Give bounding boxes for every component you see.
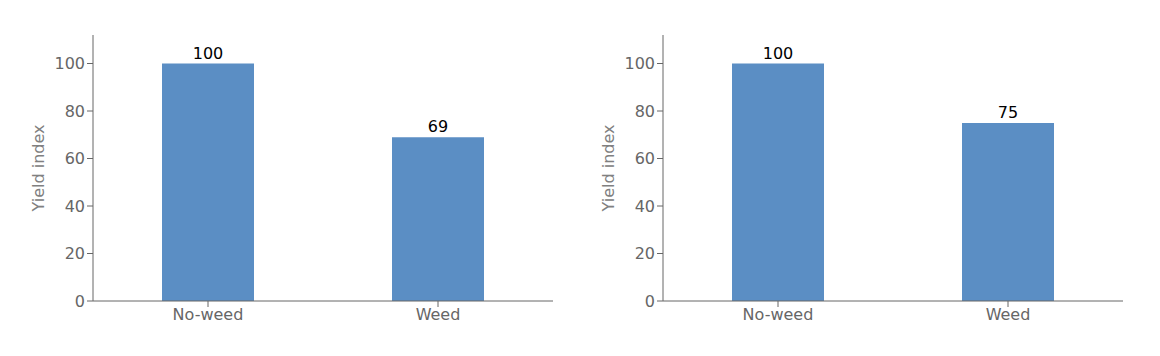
svg-text:60: 60 (65, 149, 85, 168)
svg-text:0: 0 (75, 292, 85, 311)
svg-text:No-weed: No-weed (743, 305, 814, 324)
svg-text:Yield index: Yield index (29, 125, 48, 213)
svg-text:Yield index: Yield index (599, 125, 618, 213)
svg-text:40: 40 (635, 197, 655, 216)
svg-text:75: 75 (998, 103, 1018, 122)
svg-text:Weed: Weed (986, 305, 1031, 324)
svg-text:100: 100 (624, 54, 655, 73)
svg-text:80: 80 (635, 102, 655, 121)
svg-text:Weed: Weed (416, 305, 461, 324)
svg-text:100: 100 (763, 44, 794, 63)
svg-text:60: 60 (635, 149, 655, 168)
svg-text:100: 100 (54, 54, 85, 73)
svg-text:69: 69 (428, 117, 448, 136)
svg-text:0: 0 (645, 292, 655, 311)
svg-text:40: 40 (65, 197, 85, 216)
svg-text:20: 20 (65, 244, 85, 263)
svg-text:20: 20 (635, 244, 655, 263)
svg-text:80: 80 (65, 102, 85, 121)
svg-text:No-weed: No-weed (173, 305, 244, 324)
svg-text:100: 100 (193, 44, 224, 63)
